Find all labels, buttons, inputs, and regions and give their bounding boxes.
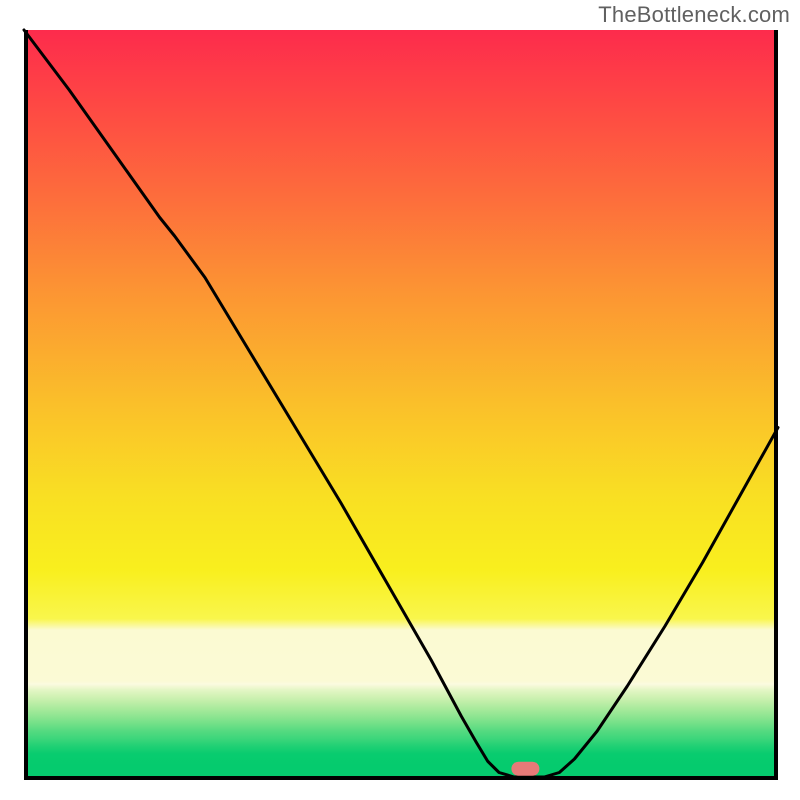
optimal-marker xyxy=(511,762,539,776)
chart-svg xyxy=(0,0,800,800)
axis-right xyxy=(774,30,778,780)
plot-background xyxy=(24,30,778,780)
watermark-text: TheBottleneck.com xyxy=(598,2,790,28)
axis-bottom xyxy=(24,776,778,780)
axis-left xyxy=(24,30,28,780)
bottleneck-chart: TheBottleneck.com xyxy=(0,0,800,800)
